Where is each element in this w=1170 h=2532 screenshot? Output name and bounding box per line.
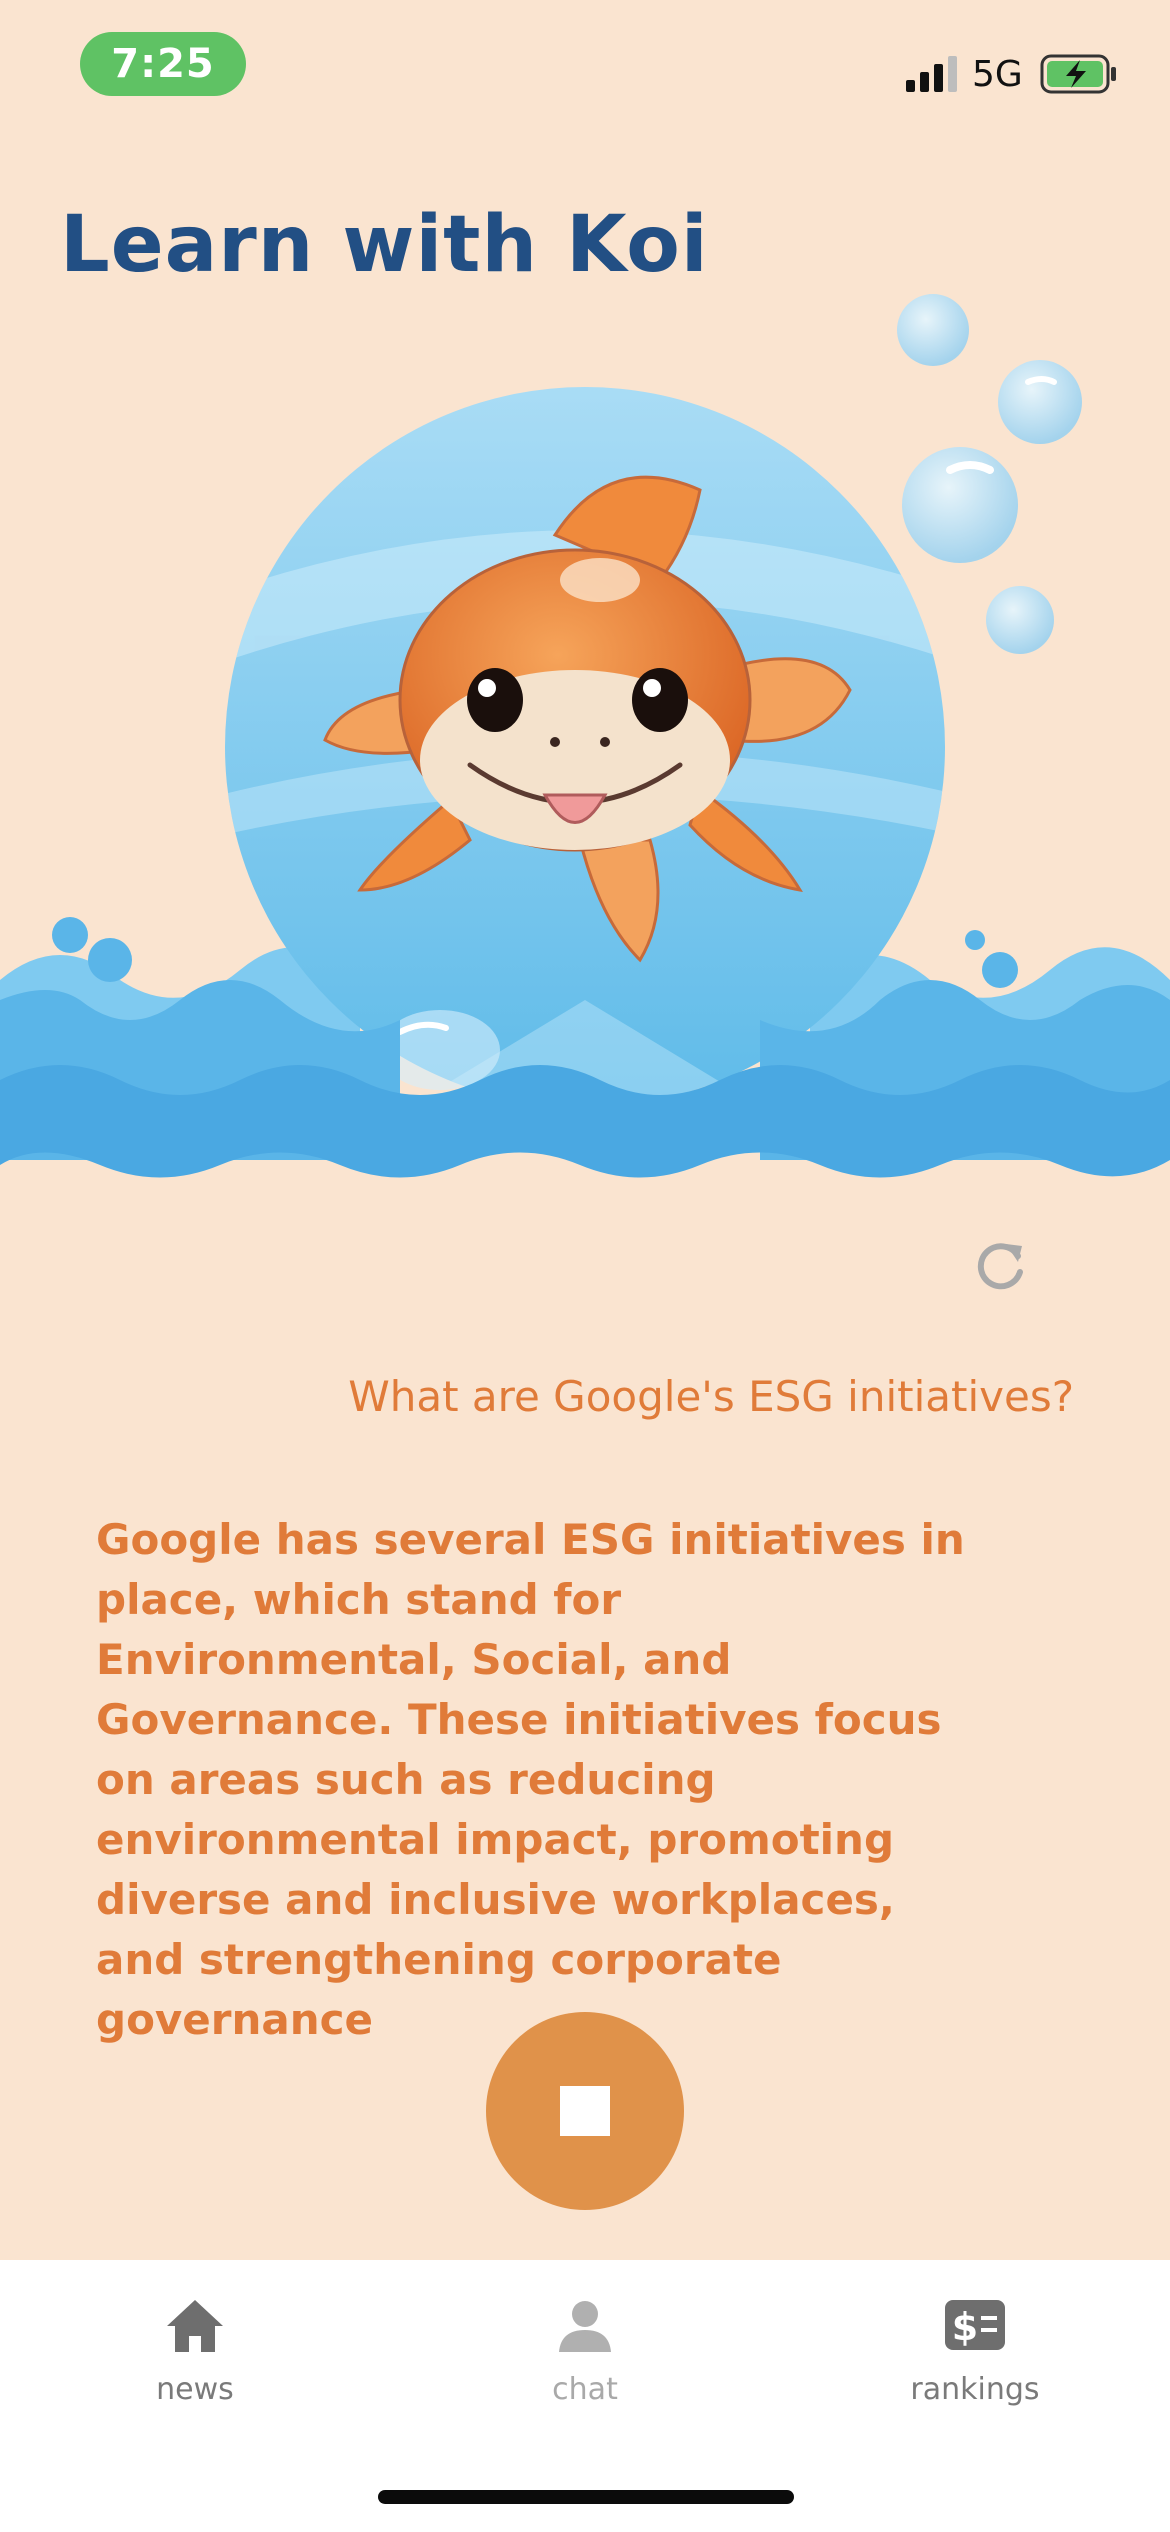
tab-chat-label: chat (552, 2372, 618, 2407)
person-icon (559, 2301, 611, 2352)
user-question: What are Google's ESG initiatives? (348, 1372, 1074, 1421)
tab-news[interactable]: news (0, 2260, 390, 2460)
network-label: 5G (972, 54, 1023, 95)
tab-rankings[interactable]: $ rankings (780, 2260, 1170, 2460)
refresh-icon[interactable] (972, 1236, 1032, 1296)
battery-charging-icon (1040, 54, 1116, 94)
tab-bar: news chat $ rankings (0, 2260, 1170, 2532)
koi-fish-mascot-illustration (0, 294, 1170, 1178)
status-time: 7:25 (80, 32, 246, 96)
svg-text:$: $ (952, 2305, 978, 2349)
home-indicator[interactable] (378, 2490, 794, 2504)
tab-rankings-label: rankings (910, 2372, 1040, 2407)
home-icon (167, 2300, 223, 2352)
stop-icon (560, 2086, 610, 2136)
tab-news-label: news (156, 2372, 234, 2407)
cellular-signal-icon (906, 56, 957, 92)
stop-button[interactable] (486, 2012, 684, 2210)
money-icon: $ (945, 2300, 1005, 2350)
koi-answer: Google has several ESG initiatives in pl… (96, 1515, 965, 2044)
tab-chat[interactable]: chat (390, 2260, 780, 2460)
page-title: Learn with Koi (60, 200, 709, 290)
